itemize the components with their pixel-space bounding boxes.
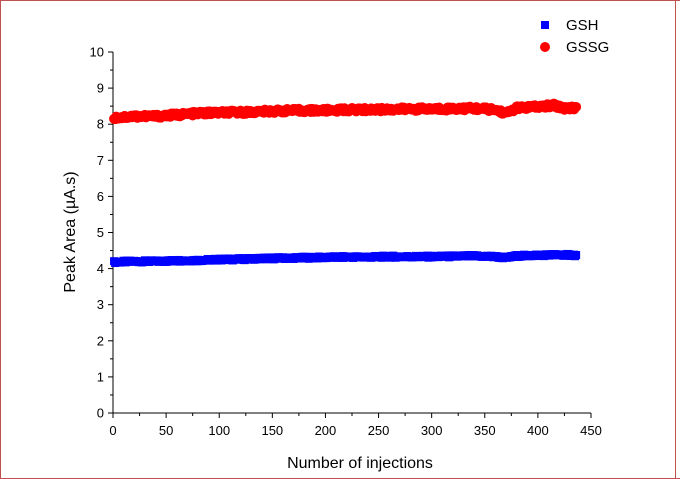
x-tick-label: 150: [261, 423, 283, 438]
legend: GSH GSSG: [540, 17, 609, 56]
x-axis-label: Number of injections: [287, 455, 433, 472]
y-tick-label: 0: [97, 406, 104, 421]
legend-item-gsh: GSH: [541, 17, 599, 34]
x-axis: 0 50 100 150 200 250 300 350 400 450: [109, 413, 602, 438]
x-tick-label: 350: [474, 423, 496, 438]
x-tick-label: 200: [315, 423, 337, 438]
y-axis: 0 1 2 3 4 5 6 7 8 9 10: [90, 45, 113, 421]
legend-marker-gsh: [541, 21, 549, 29]
series-gssg: [109, 98, 582, 125]
y-tick-label: 4: [97, 261, 104, 276]
y-tick-label: 2: [97, 333, 104, 348]
series-layer: [109, 98, 582, 268]
data-point-gsh: [572, 251, 581, 260]
y-tick-label: 9: [97, 81, 104, 96]
y-tick-label: 7: [97, 153, 104, 168]
data-point-gssg: [571, 101, 582, 112]
frame-right-border: [675, 0, 676, 479]
y-tick-label: 6: [97, 189, 104, 204]
x-tick-label: 450: [580, 423, 602, 438]
series-gsh: [110, 249, 581, 268]
x-tick-label: 0: [109, 423, 116, 438]
x-tick-label: 250: [368, 423, 390, 438]
y-tick-label: 8: [97, 117, 104, 132]
x-tick-label: 50: [159, 423, 173, 438]
y-tick-label: 5: [97, 225, 104, 240]
y-tick-label: 1: [97, 369, 104, 384]
x-tick-label: 400: [527, 423, 549, 438]
legend-label-gssg: GSSG: [566, 39, 609, 56]
legend-marker-gssg: [540, 42, 550, 52]
y-tick-label: 3: [97, 297, 104, 312]
y-tick-label: 10: [90, 45, 104, 60]
x-tick-label: 100: [208, 423, 230, 438]
frame-left-border: [0, 0, 1, 479]
y-axis-label: Peak Area (µA.s): [62, 171, 79, 292]
x-tick-label: 300: [421, 423, 443, 438]
legend-label-gsh: GSH: [566, 17, 599, 34]
frame-top-border: [0, 0, 680, 1]
legend-item-gssg: GSSG: [540, 39, 609, 56]
